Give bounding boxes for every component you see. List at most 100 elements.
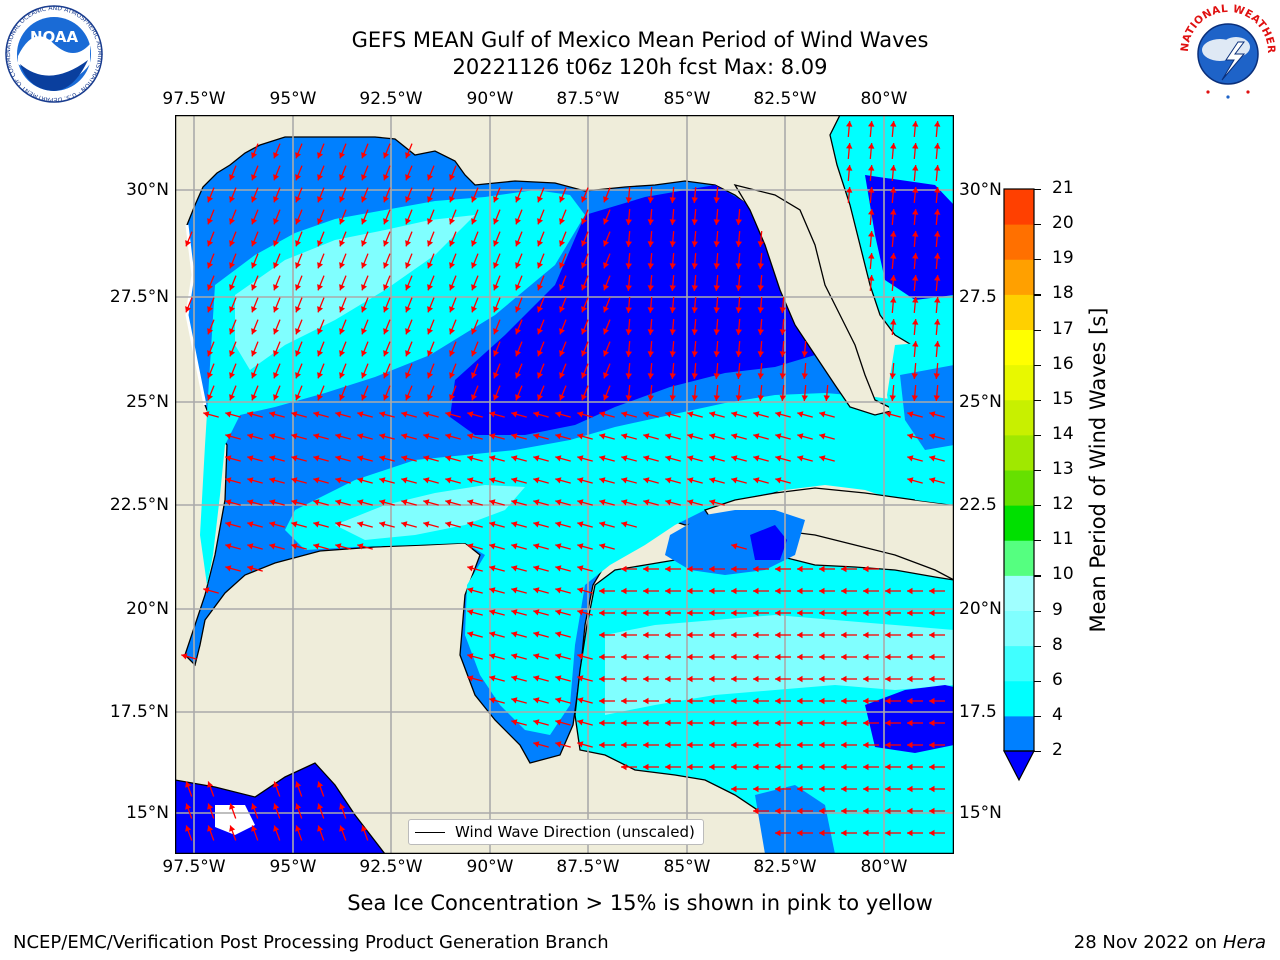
wave-arrow-head xyxy=(890,187,897,193)
wave-arrow-head xyxy=(357,433,364,440)
wave-arrow-head xyxy=(731,411,738,418)
wave-arrow-head xyxy=(449,240,456,247)
wave-arrow-head xyxy=(537,394,544,401)
wave-arrow-head xyxy=(247,499,254,506)
wave-arrow-head xyxy=(868,165,875,171)
wave-arrow-head xyxy=(339,196,346,203)
wave-arrow-head xyxy=(669,373,676,379)
wave-arrow-head xyxy=(511,587,518,594)
wave-arrow-head xyxy=(291,499,298,506)
wave-arrow-head xyxy=(471,196,478,203)
wave-arrow-head xyxy=(383,262,390,269)
lon-tick-label: 80°W xyxy=(860,89,908,109)
wave-arrow-head xyxy=(511,521,518,528)
wave-arrow-head xyxy=(581,196,588,203)
wave-arrow-head xyxy=(868,209,875,215)
chart-title: GEFS MEAN Gulf of Mexico Mean Period of … xyxy=(351,28,929,52)
wave-arrow-head xyxy=(709,653,715,661)
wave-arrow-head xyxy=(735,373,742,379)
wave-arrow-head xyxy=(379,433,386,440)
nws-logo: NATIONAL WEATHER SERVICE xyxy=(1178,2,1277,100)
wave-arrow-head xyxy=(797,433,804,440)
wave-arrow-head xyxy=(207,218,214,225)
wave-arrow-head xyxy=(471,262,478,269)
lon-tick-label: 82.5°W xyxy=(753,89,817,109)
wave-arrow-head xyxy=(890,297,897,303)
wave-arrow-head xyxy=(493,306,500,313)
wave-arrow-head xyxy=(207,196,214,203)
wave-arrow-head xyxy=(621,719,627,727)
lat-tick-label: 30°N xyxy=(126,180,169,200)
wave-arrow-head xyxy=(489,411,496,418)
colorbar-tick-label: 16 xyxy=(1052,353,1074,374)
wave-arrow-head xyxy=(207,350,214,357)
wave-arrow-head xyxy=(912,297,919,303)
wave-arrow-head xyxy=(489,697,496,704)
wave-arrow-head xyxy=(753,675,759,683)
wave-arrow-head xyxy=(934,165,941,171)
wave-arrow-head xyxy=(713,373,720,379)
wave-arrow-head xyxy=(819,411,826,418)
legend-label: Wind Wave Direction (unscaled) xyxy=(455,823,695,841)
lat-tick-label: 25°N xyxy=(959,392,1002,412)
wave-arrow-head xyxy=(577,521,584,528)
wave-arrow-head xyxy=(559,218,566,225)
wave-arrow-head xyxy=(625,263,632,269)
wave-arrow-head xyxy=(885,763,891,771)
wave-arrow-head xyxy=(449,306,456,313)
wave-arrow-head xyxy=(735,351,742,357)
wave-arrow-head xyxy=(929,675,935,683)
wave-arrow-head xyxy=(489,477,496,484)
wave-arrow-head xyxy=(665,719,671,727)
wave-arrow-head xyxy=(709,499,716,506)
wave-arrow-head xyxy=(559,196,566,203)
wave-arrow-head xyxy=(559,284,566,291)
wave-arrow-head xyxy=(643,719,649,727)
wave-arrow-head xyxy=(890,209,897,215)
wave-arrow-head xyxy=(581,262,588,269)
wave-arrow-head xyxy=(621,565,627,573)
wave-arrow-head xyxy=(401,455,408,462)
colorbar-band xyxy=(1004,364,1034,401)
wave-arrow-head xyxy=(731,653,737,661)
wave-arrow-head xyxy=(665,741,671,749)
wave-arrow-head xyxy=(757,263,764,269)
wave-arrow-head xyxy=(819,653,825,661)
wave-arrow-head xyxy=(295,803,302,810)
colorbar-tick-label: 12 xyxy=(1052,494,1074,515)
wave-arrow-head xyxy=(581,350,588,357)
wave-arrow-head xyxy=(934,187,941,193)
wave-arrow-head xyxy=(775,455,782,462)
wave-arrow-head xyxy=(890,253,897,259)
colorbar-tick-mark xyxy=(1034,715,1041,718)
wave-arrow-head xyxy=(207,803,214,810)
wave-arrow-head xyxy=(757,395,764,401)
wave-arrow-head xyxy=(643,631,649,639)
colorbar-label: Mean Period of Wind Waves [s] xyxy=(1086,307,1110,633)
wave-arrow-head xyxy=(383,240,390,247)
wave-arrow-head xyxy=(775,785,781,793)
wave-arrow-head xyxy=(559,350,566,357)
wave-arrow-head xyxy=(207,825,214,832)
wave-arrow-head xyxy=(251,803,258,810)
wave-arrow-head xyxy=(427,240,434,247)
wave-arrow-head xyxy=(933,395,940,401)
wave-arrow-head xyxy=(621,433,628,440)
wave-arrow-head xyxy=(533,499,540,506)
wave-arrow-head xyxy=(841,565,847,573)
lon-tick-label: 87.5°W xyxy=(556,857,620,877)
wave-arrow-head xyxy=(207,781,214,788)
wave-arrow-head xyxy=(665,763,671,771)
wave-arrow-head xyxy=(577,653,584,660)
wave-arrow-head xyxy=(647,351,654,357)
wave-arrow-head xyxy=(405,394,412,401)
colorbar-band xyxy=(1004,294,1034,330)
noaa-logo: NATIONAL OCEANIC AND ATMOSPHERIC ADMINIS… xyxy=(4,4,103,103)
wave-arrow-head xyxy=(885,411,892,418)
wave-zone-dark xyxy=(450,185,815,435)
wave-arrow-head xyxy=(775,697,781,705)
wave-arrow-head xyxy=(819,675,825,683)
wave-arrow-head xyxy=(709,587,715,595)
wave-arrow-head xyxy=(515,372,522,379)
wave-arrow-head xyxy=(687,411,694,418)
